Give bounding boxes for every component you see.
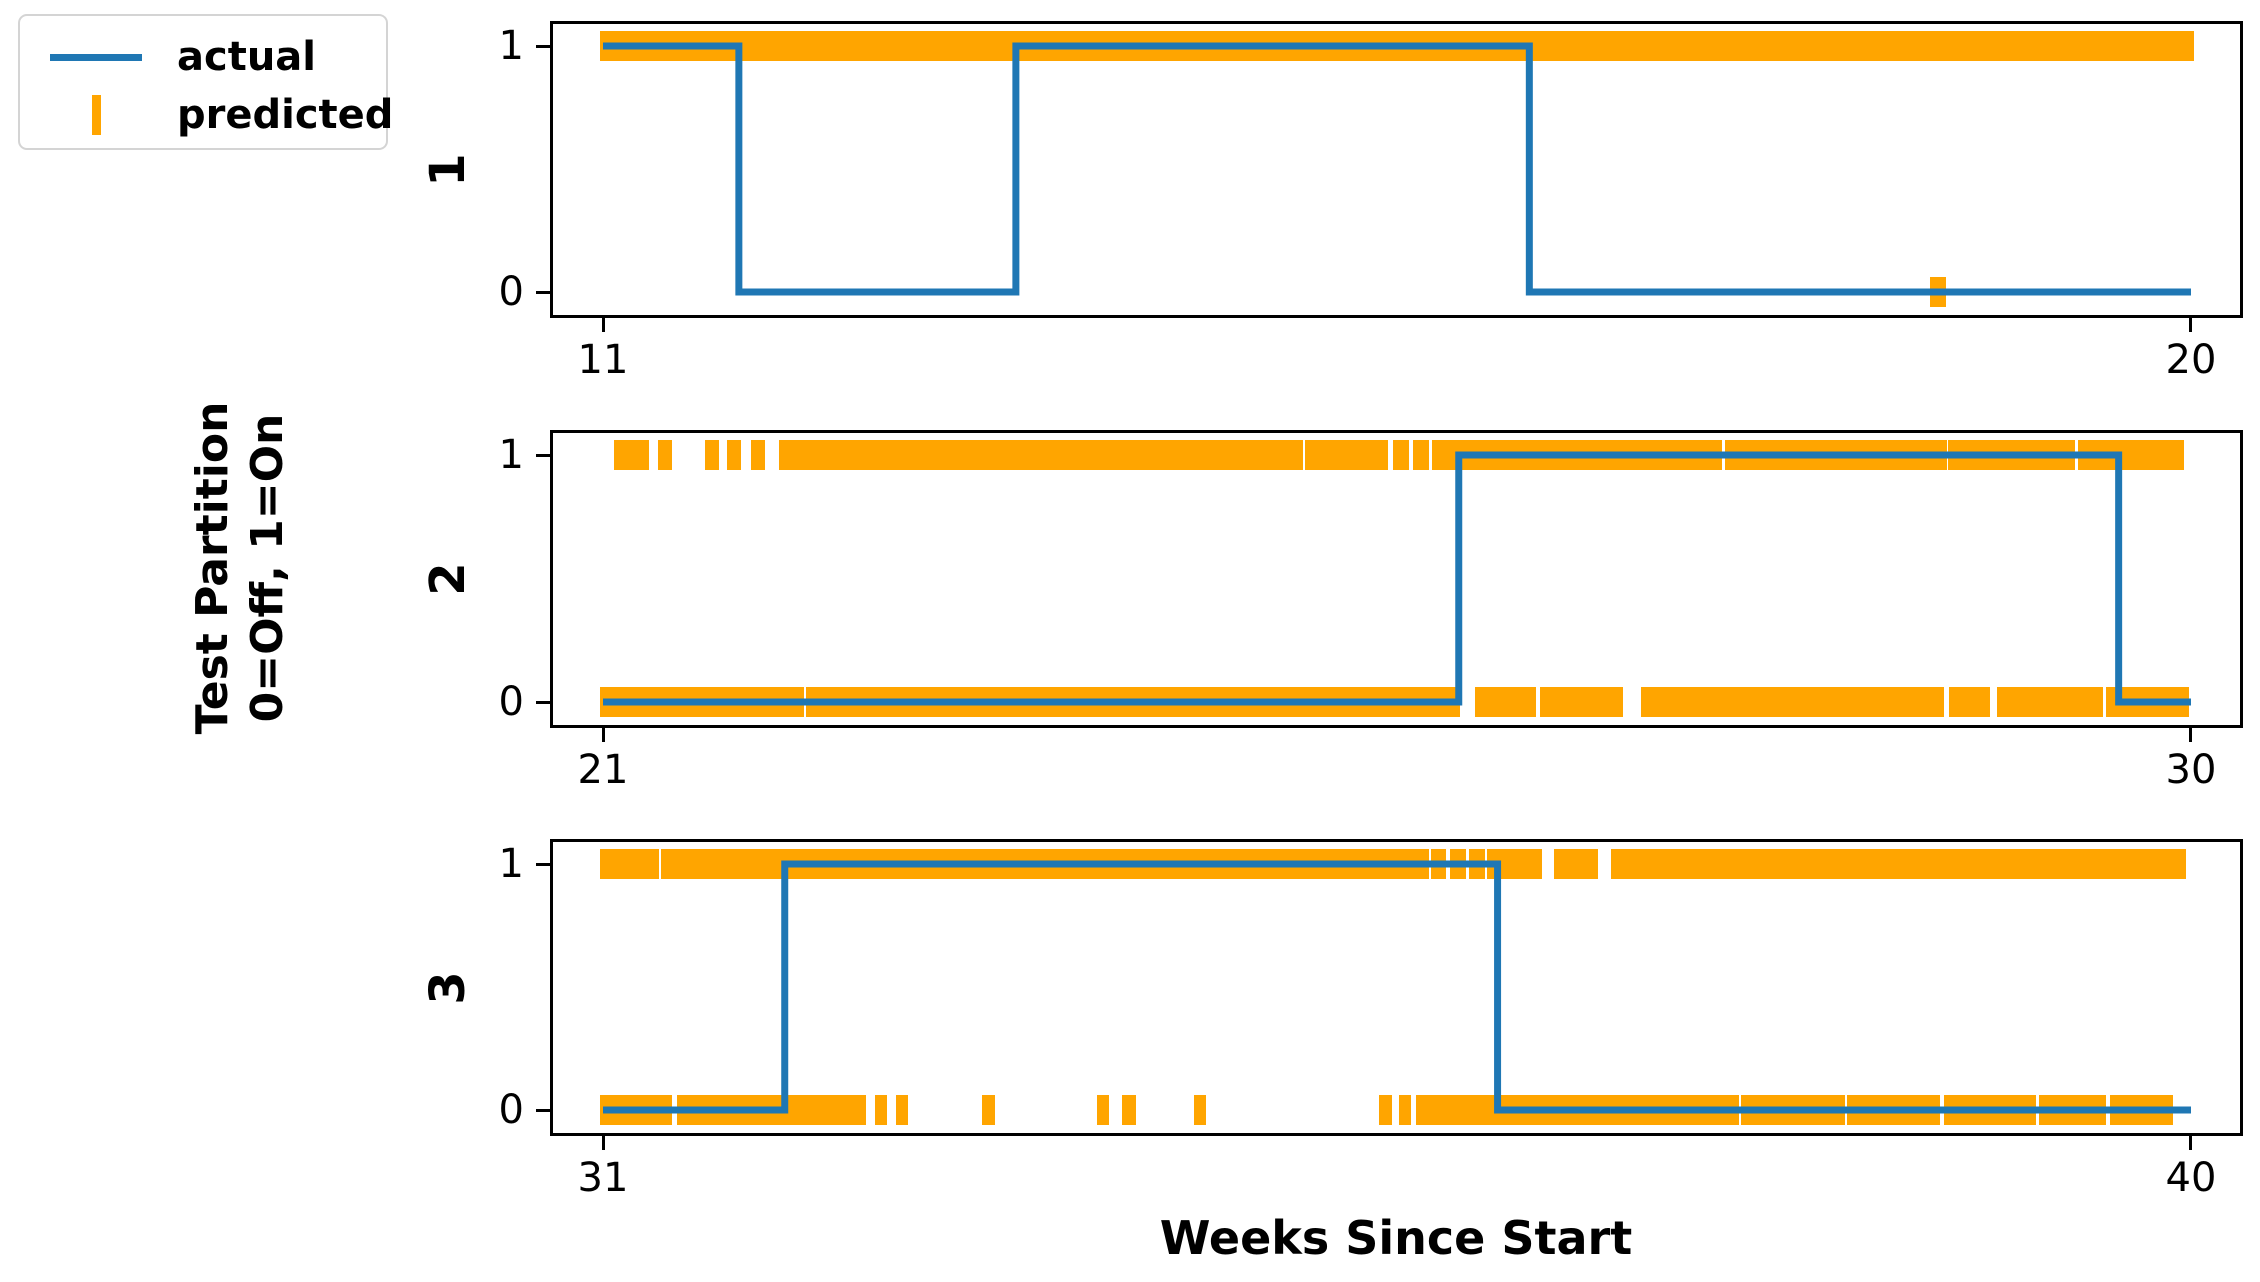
predicted-mark-off	[853, 1095, 866, 1125]
predicted-mark-on	[661, 849, 750, 879]
actual-line-panel-3	[603, 860, 2191, 1114]
y-tick-mark	[536, 700, 550, 704]
y-tick-label: 1	[498, 841, 524, 887]
actual-line-panel-2	[603, 451, 2191, 706]
predicted-mark-on	[1206, 440, 1304, 470]
predicted-mark-off	[1398, 1095, 1412, 1125]
predicted-mark-off	[1949, 687, 1990, 717]
predicted-mark-on	[634, 440, 649, 470]
axes-panel-3	[550, 839, 2243, 1136]
x-axis-label: Weeks Since Start	[1159, 1211, 1633, 1265]
predicted-mark-off	[1474, 687, 1537, 717]
predicted-mark-on	[613, 440, 628, 470]
y-tick-label: 0	[498, 679, 524, 725]
predicted-mark-off	[1996, 687, 2103, 717]
y-tick-mark	[536, 862, 550, 866]
x-tick-label: 20	[2165, 337, 2217, 383]
predicted-mark-off	[841, 1095, 854, 1125]
predicted-mark-on	[920, 440, 942, 470]
x-tick-label: 31	[577, 1155, 629, 1201]
x-tick-label: 11	[577, 337, 629, 383]
x-tick-mark	[2189, 318, 2193, 332]
x-tick-mark	[2189, 1136, 2193, 1150]
predicted-mark-off	[1539, 687, 1623, 717]
predicted-mark-on	[705, 440, 720, 470]
predicted-mark-on	[1116, 440, 1207, 470]
legend-item-predicted: predicted	[20, 86, 393, 144]
x-tick-label: 40	[2165, 1155, 2217, 1201]
x-tick-mark	[601, 318, 605, 332]
predicted-mark-on	[749, 849, 776, 879]
predicted-mark-off	[982, 1095, 995, 1125]
predicted-mark-on	[1393, 440, 1410, 470]
y-tick-mark	[536, 44, 550, 48]
predicted-mark-on	[871, 440, 900, 470]
predicted-mark-off	[1194, 1095, 1207, 1125]
predicted-mark-on	[1010, 440, 1046, 470]
y-tick-mark	[536, 453, 550, 457]
predicted-mark-on	[1576, 849, 1599, 879]
x-tick-label: 30	[2165, 747, 2217, 793]
predicted-mark-off	[1121, 1095, 1136, 1125]
y-tick-label: 1	[498, 23, 524, 69]
legend-label-actual: actual	[177, 34, 317, 80]
predicted-mark-on	[638, 849, 660, 879]
x-tick-label: 21	[577, 747, 629, 793]
predicted-mark-on	[1509, 849, 1526, 879]
predicted-mark-on	[779, 440, 850, 470]
actual-line-panel-1	[603, 42, 2191, 296]
predicted-mark-on	[624, 440, 639, 470]
x-tick-mark	[601, 728, 605, 742]
legend-item-actual: actual	[20, 28, 386, 86]
x-tick-mark	[2189, 728, 2193, 742]
predicted-mark-on	[1525, 849, 1542, 879]
predicted-mark-on	[1554, 849, 1577, 879]
predicted-mark-off	[1097, 1095, 1110, 1125]
legend: actual predicted	[18, 14, 393, 150]
predicted-mark-on	[1412, 440, 1429, 470]
axes-panel-2	[550, 430, 2243, 728]
predicted-mark-off	[895, 1095, 909, 1125]
axes-panel-1	[550, 21, 2243, 318]
predicted-mark-off	[1640, 687, 1944, 717]
predicted-mark-on	[973, 440, 1013, 470]
predicted-mark-on	[1610, 849, 2186, 879]
predicted-mark-on	[751, 440, 766, 470]
predicted-mark-on	[1054, 440, 1119, 470]
predicted-mark-off	[874, 1095, 888, 1125]
y-tick-label: 1	[498, 432, 524, 478]
actual-line-swatch	[50, 54, 142, 61]
y-tick-label: 0	[498, 269, 524, 315]
x-tick-mark	[601, 1136, 605, 1150]
predicted-mark-on	[1044, 440, 1059, 470]
predicted-mark-on	[1305, 440, 1389, 470]
predicted-mark-on	[897, 440, 925, 470]
y-tick-mark	[536, 1108, 550, 1112]
y-tick-label: 0	[498, 1087, 524, 1133]
predicted-mark-on	[599, 849, 618, 879]
y-tick-mark	[536, 290, 550, 294]
predicted-mark-on	[726, 440, 741, 470]
predicted-mark-on	[617, 849, 639, 879]
predicted-mark-on	[938, 440, 969, 470]
predicted-mark-on	[657, 440, 672, 470]
predicted-mark-on	[846, 440, 873, 470]
legend-label-predicted: predicted	[177, 92, 394, 138]
predicted-tick-swatch	[92, 95, 101, 135]
predicted-mark-off	[1379, 1095, 1392, 1125]
